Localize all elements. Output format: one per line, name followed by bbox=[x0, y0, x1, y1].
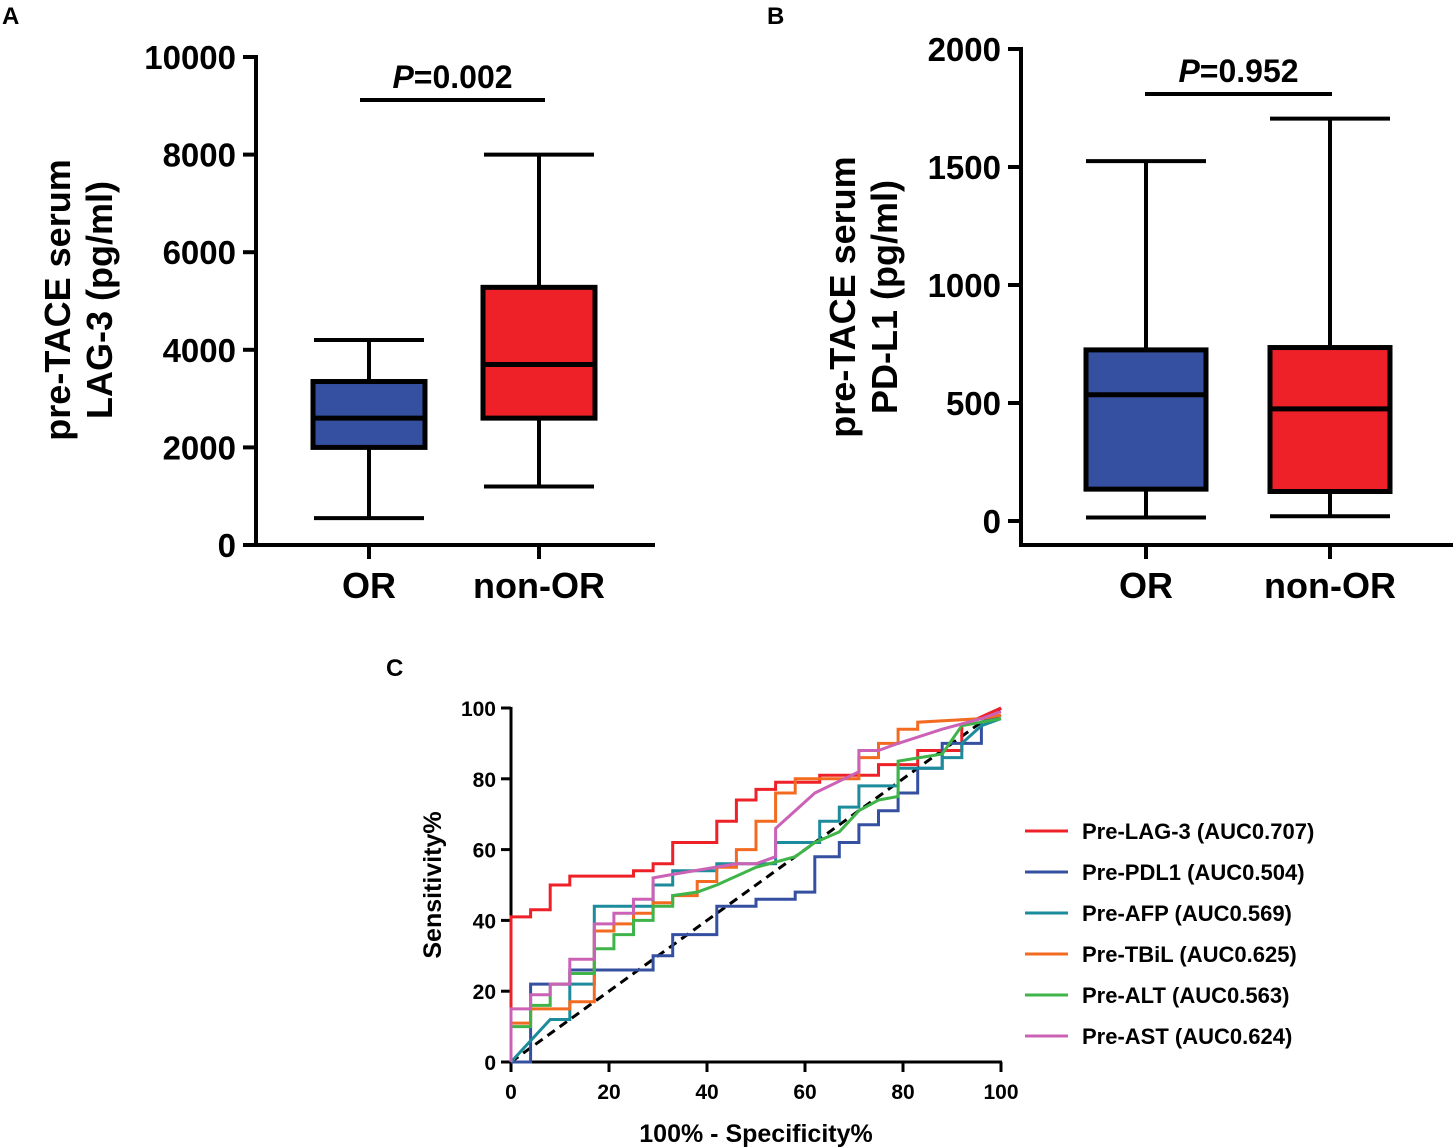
box-non-or bbox=[1267, 345, 1393, 495]
panel-a-boxplot: 0 2000 4000 6000 8000 10000 OR non-OR pre-TACE s… bbox=[37, 39, 655, 606]
x-category-label: OR bbox=[1119, 565, 1173, 606]
box-or bbox=[310, 379, 428, 450]
y-tick-label: 500 bbox=[946, 385, 1001, 422]
panel-letter-a: A bbox=[2, 3, 19, 30]
y-tick-label: 8000 bbox=[163, 137, 236, 174]
y-axis-label-line: LAG-3 (pg/ml) bbox=[79, 181, 120, 419]
roc-y-tick-label: 60 bbox=[473, 840, 496, 863]
roc-y-tick-label: 80 bbox=[473, 769, 496, 792]
y-tick-label: 6000 bbox=[163, 234, 236, 271]
p-value-number: =0.002 bbox=[414, 59, 513, 95]
panel-b-boxplot: 0 500 1000 1500 2000 OR non-OR pre-TACE serum PD… bbox=[822, 31, 1453, 606]
panel-letter-c: C bbox=[386, 655, 403, 682]
p-value-italic-p: P bbox=[392, 59, 414, 95]
legend-label-pre-lag-3: Pre-LAG-3 (AUC0.707) bbox=[1082, 819, 1314, 844]
y-tick-label: 0 bbox=[218, 527, 236, 564]
y-tick-label: 2000 bbox=[163, 429, 236, 466]
roc-x-tick-label: 0 bbox=[505, 1081, 517, 1104]
roc-curve-pre-tbil bbox=[509, 713, 1002, 1062]
roc-x-tick-label: 60 bbox=[793, 1081, 816, 1104]
roc-curve-pre-ast bbox=[509, 710, 1002, 1062]
legend-label-pre-ast: Pre-AST (AUC0.624) bbox=[1082, 1024, 1292, 1049]
x-category-label: non-OR bbox=[473, 565, 605, 606]
y-tick-label: 1000 bbox=[928, 267, 1001, 304]
roc-x-tick-label: 40 bbox=[695, 1081, 718, 1104]
roc-y-tick-label: 100 bbox=[461, 698, 496, 721]
roc-y-tick-label: 20 bbox=[473, 981, 496, 1004]
panel-letter-b: B bbox=[767, 3, 784, 30]
roc-curve-pre-lag-3 bbox=[509, 706, 1002, 1062]
x-category-label: non-OR bbox=[1264, 565, 1396, 606]
legend-label-pre-alt: Pre-ALT (AUC0.563) bbox=[1082, 983, 1289, 1008]
y-axis-label-line: pre-TACE serum bbox=[822, 156, 863, 437]
roc-x-tick-label: 80 bbox=[891, 1081, 914, 1104]
y-axis-label-line: pre-TACE serum bbox=[37, 159, 78, 440]
roc-y-tick-label: 0 bbox=[484, 1052, 496, 1075]
roc-y-axis-label: Sensitivity% bbox=[419, 811, 447, 958]
p-value-italic-p: P bbox=[1178, 53, 1200, 89]
legend-label-pre-afp: Pre-AFP (AUC0.569) bbox=[1082, 901, 1292, 926]
legend-label-pre-tbil: Pre-TBiL (AUC0.625) bbox=[1082, 942, 1297, 967]
y-tick-label: 4000 bbox=[163, 332, 236, 369]
box-or bbox=[1083, 347, 1209, 492]
y-tick-label: 0 bbox=[983, 503, 1001, 540]
y-tick-label: 1500 bbox=[928, 149, 1001, 186]
roc-curve-pre-alt bbox=[509, 717, 1002, 1062]
y-tick-label: 2000 bbox=[928, 31, 1001, 68]
p-value-label: P=0.952 bbox=[1178, 53, 1298, 89]
roc-curve-pre-afp bbox=[509, 717, 1002, 1064]
roc-x-tick-label: 20 bbox=[597, 1081, 620, 1104]
y-tick-label: 10000 bbox=[144, 39, 236, 76]
p-value-number: =0.952 bbox=[1200, 53, 1299, 89]
x-category-label: OR bbox=[342, 565, 396, 606]
panel-c-roc-curve: 00 20 20 40 40 60 60 80 80 100 100 100% - Specifici… bbox=[419, 698, 1314, 1147]
roc-curve-pre-pdl1 bbox=[511, 713, 1002, 1064]
legend-label-pre-pdl1: Pre-PDL1 (AUC0.504) bbox=[1082, 860, 1305, 885]
reference-diagonal bbox=[510, 706, 1002, 1064]
roc-x-axis-label: 100% - Specificity% bbox=[639, 1120, 872, 1147]
p-value-label: P=0.002 bbox=[392, 59, 512, 95]
box-non-or bbox=[480, 284, 598, 421]
y-axis-label-line: PD-L1 (pg/ml) bbox=[864, 180, 905, 414]
roc-y-tick-label: 40 bbox=[473, 910, 496, 933]
roc-x-tick-label: 100 bbox=[983, 1081, 1018, 1104]
